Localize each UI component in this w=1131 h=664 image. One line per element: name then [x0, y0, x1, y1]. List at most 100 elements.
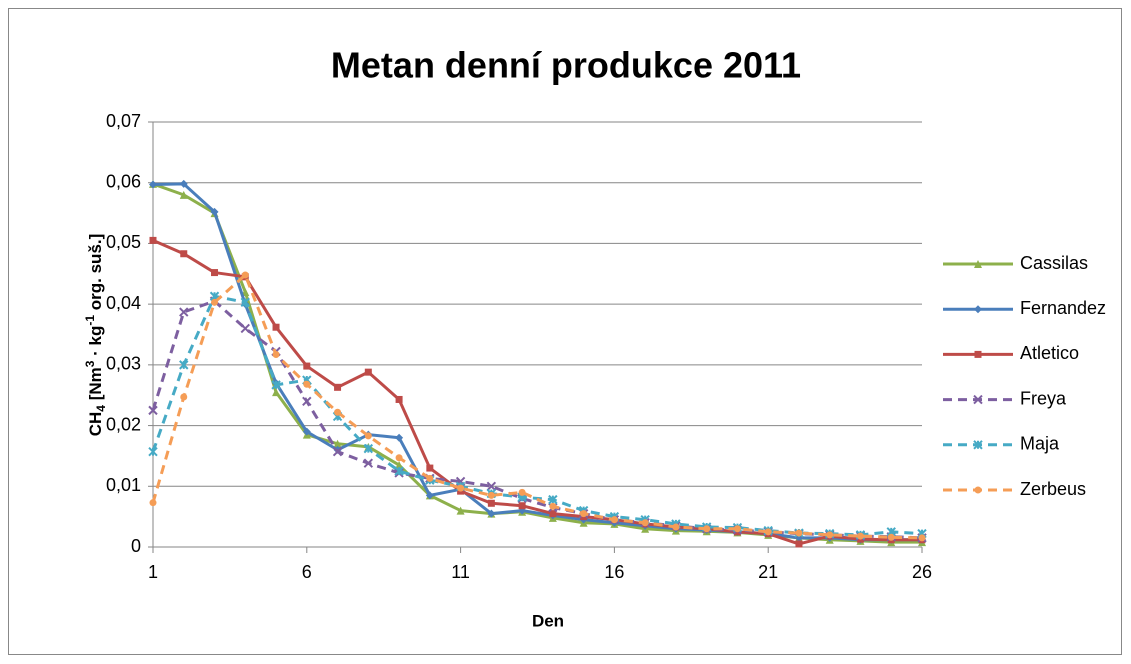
- y-tick-label: 0,06: [106, 171, 141, 191]
- x-tick-label: 1: [148, 562, 158, 582]
- marker: [973, 394, 983, 405]
- legend-label: Cassilas: [1020, 253, 1088, 273]
- legend-label: Freya: [1020, 388, 1067, 408]
- marker: [148, 446, 158, 457]
- y-label-part: CH: [86, 412, 105, 437]
- marker: [610, 516, 618, 524]
- marker: [149, 236, 157, 244]
- marker: [548, 494, 558, 505]
- marker: [363, 458, 374, 468]
- marker: [974, 305, 982, 314]
- marker: [272, 323, 280, 331]
- marker: [795, 529, 803, 537]
- marker: [334, 408, 342, 416]
- marker: [334, 383, 342, 391]
- marker: [395, 461, 404, 470]
- marker: [641, 519, 649, 527]
- y-label-sup: 3: [83, 360, 97, 367]
- marker: [549, 502, 557, 510]
- y-tick-label: 0,04: [106, 293, 141, 313]
- y-tick-label: 0: [131, 536, 141, 556]
- legend-label: Zerbeus: [1020, 479, 1086, 499]
- marker: [487, 509, 496, 518]
- marker: [303, 380, 311, 388]
- marker: [518, 502, 526, 510]
- marker: [395, 454, 403, 462]
- marker: [240, 297, 250, 308]
- marker: [211, 269, 219, 277]
- marker: [974, 260, 982, 268]
- marker: [272, 351, 280, 359]
- marker: [303, 362, 311, 370]
- marker: [918, 534, 926, 542]
- y-tick-label: 0,01: [106, 475, 141, 495]
- marker: [426, 474, 434, 482]
- series-line: [151, 273, 923, 540]
- legend-label: Maja: [1020, 434, 1060, 454]
- marker: [487, 499, 495, 507]
- marker: [180, 393, 188, 401]
- marker: [149, 499, 157, 507]
- marker: [210, 207, 219, 216]
- marker: [764, 528, 772, 536]
- marker: [486, 481, 497, 491]
- marker: [179, 307, 189, 317]
- marker: [887, 533, 895, 541]
- marker: [364, 368, 372, 376]
- marker: [856, 532, 864, 540]
- marker: [179, 360, 189, 370]
- marker: [487, 491, 495, 499]
- marker: [733, 525, 741, 533]
- marker: [364, 432, 372, 440]
- marker: [425, 491, 434, 500]
- marker: [180, 250, 188, 258]
- y-tick-label: 0,05: [106, 232, 141, 252]
- x-tick-label: 16: [604, 562, 624, 582]
- marker: [426, 464, 434, 472]
- marker: [272, 388, 281, 397]
- marker: [149, 180, 157, 189]
- legend-label: Atletico: [1020, 343, 1079, 363]
- y-label-part: [Nm: [86, 367, 105, 405]
- y-tick-label: 0,03: [106, 354, 141, 374]
- marker: [456, 506, 465, 515]
- y-tick-label: 0,07: [106, 111, 141, 131]
- chart-border: [8, 8, 1122, 655]
- marker: [240, 323, 250, 334]
- marker: [271, 380, 281, 390]
- marker: [363, 443, 374, 454]
- y-label-sub: 4: [94, 405, 108, 412]
- marker: [179, 179, 188, 188]
- marker: [394, 466, 404, 476]
- marker: [549, 510, 557, 518]
- x-axis-label: Den: [532, 611, 564, 630]
- y-label-sup: -1: [83, 315, 97, 326]
- x-tick-label: 11: [451, 562, 470, 582]
- marker: [211, 298, 219, 306]
- marker: [518, 488, 526, 496]
- x-tick-label: 6: [302, 562, 312, 582]
- marker: [395, 395, 403, 403]
- marker: [395, 433, 404, 442]
- marker: [332, 446, 343, 457]
- y-axis-label: CH4 [Nm3 · kg-1 org. suš.]: [83, 234, 108, 437]
- marker: [333, 439, 342, 448]
- y-label-part: org. suš.]: [86, 234, 105, 315]
- marker: [457, 484, 465, 492]
- y-label-part: · kg: [86, 326, 105, 361]
- marker: [973, 440, 983, 450]
- marker: [302, 427, 311, 436]
- marker: [826, 531, 834, 539]
- marker: [179, 190, 188, 199]
- chart-title: Metan denní produkce 2011: [331, 45, 801, 86]
- x-tick-label: 26: [912, 562, 932, 582]
- marker: [241, 271, 249, 279]
- series-line: [152, 182, 922, 542]
- marker: [302, 396, 312, 406]
- x-tick-label: 21: [758, 562, 778, 582]
- marker: [974, 350, 982, 358]
- marker: [148, 405, 158, 416]
- y-tick-label: 0,02: [106, 414, 141, 434]
